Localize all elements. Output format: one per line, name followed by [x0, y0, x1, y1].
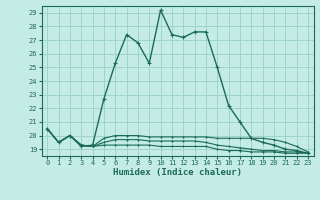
X-axis label: Humidex (Indice chaleur): Humidex (Indice chaleur) — [113, 168, 242, 177]
